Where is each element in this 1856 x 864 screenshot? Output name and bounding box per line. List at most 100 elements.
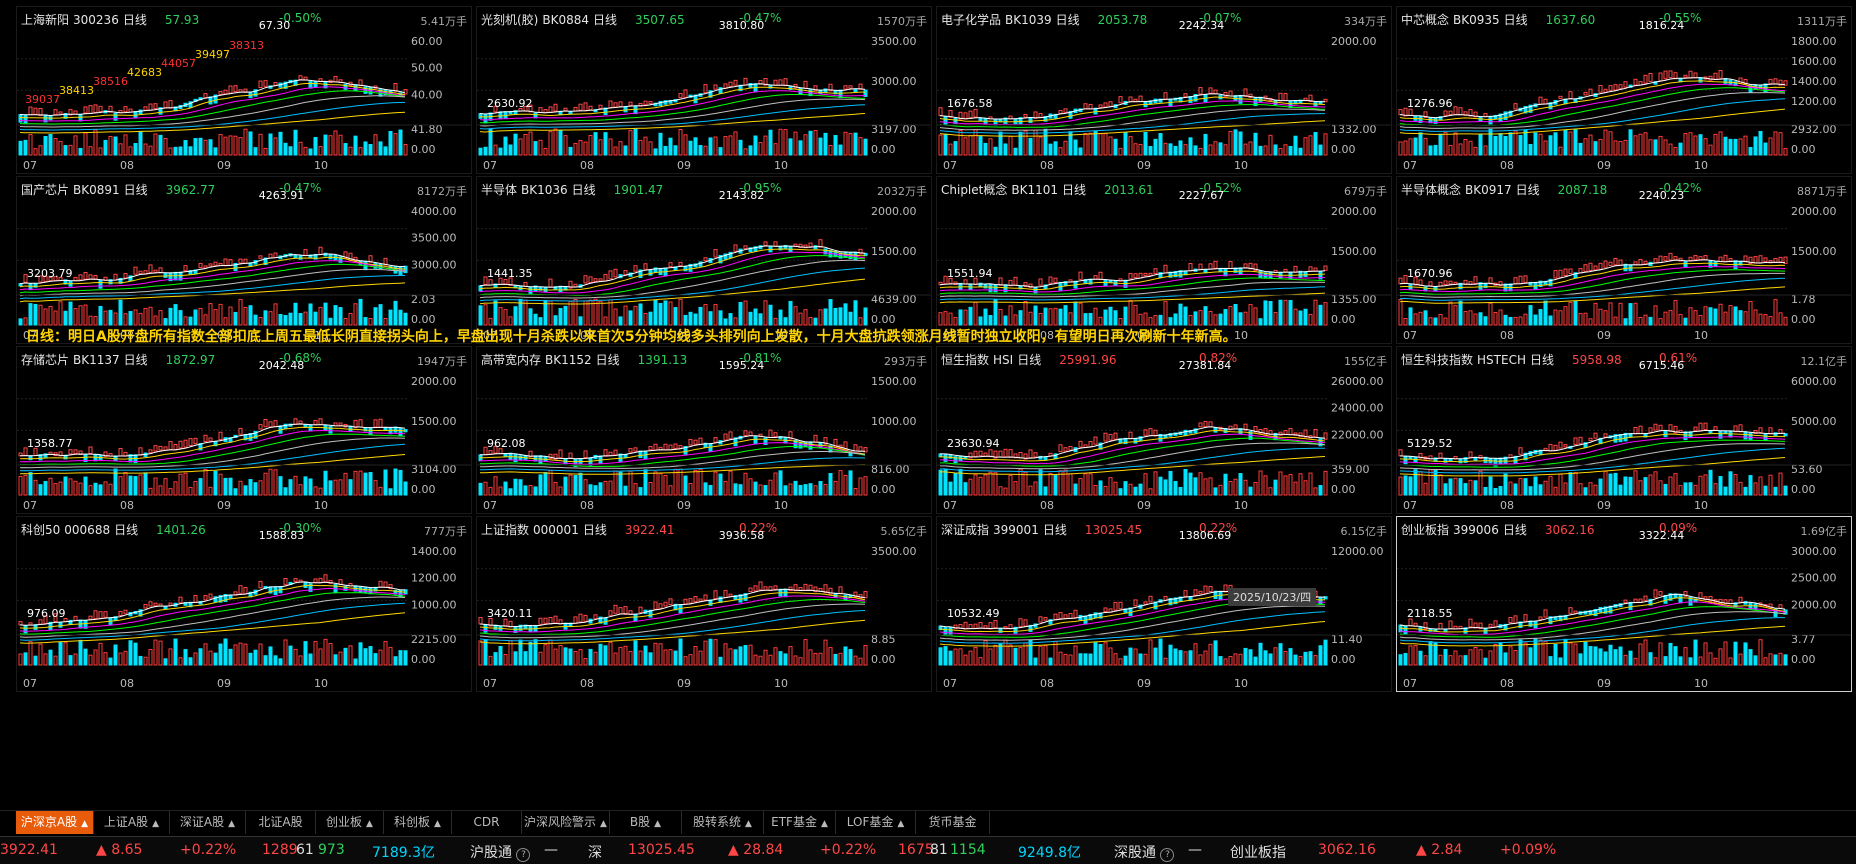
volume-bar — [1463, 138, 1468, 156]
candle — [98, 611, 103, 619]
tab-arrow-icon[interactable]: ▲ — [820, 819, 828, 829]
tab-arrow-icon[interactable]: ▲ — [600, 819, 607, 829]
kline-chart[interactable]: 2000.001500.003104.000.002042.481358.770… — [17, 347, 472, 514]
chart-panel[interactable]: 中芯概念 BK0935 日线 1637.60 -0.55% 1311万手 1800.00 16… — [1396, 6, 1852, 174]
chart-panel[interactable]: 半导体概念 BK0917 日线 2087.18 -0.42% 8871万手 2000.00 1… — [1396, 176, 1852, 344]
volume-bar — [1628, 650, 1633, 666]
volume-bar — [583, 658, 588, 666]
chart-panel[interactable]: Chiplet概念 BK1101 日线 2013.61 -0.52% 679万手 2000.… — [936, 176, 1392, 344]
candle — [758, 581, 763, 591]
kline-chart[interactable]: 2000.001500.004639.000.002143.821441.350… — [477, 177, 932, 344]
chart-panel[interactable]: 高带宽内存 BK1152 日线 1391.13 -0.81% 293万手 1500.00 10… — [476, 346, 932, 514]
volume-bar — [718, 147, 723, 156]
chart-panel[interactable]: 电子化学品 BK1039 日线 2053.78 -0.07% 334万手 2000.00 13… — [936, 6, 1392, 174]
chart-panel[interactable]: 创业板指 399006 日线 3062.16 0.09% 1.69亿手 3000.00 250… — [1396, 516, 1852, 692]
candle — [1008, 279, 1013, 287]
market-tab[interactable]: 沪深京A股 ▲ — [16, 811, 94, 834]
sz-connect-label[interactable]: 深股通 ? — [1114, 842, 1175, 862]
volume-bar — [603, 132, 608, 156]
volume-bar — [1523, 478, 1528, 496]
market-tab[interactable]: 创业板 ▲ — [316, 811, 384, 834]
tab-arrow-icon[interactable]: ▲ — [366, 819, 373, 829]
market-tab[interactable]: 科创板 ▲ — [384, 811, 452, 834]
chart-panel[interactable]: 国产芯片 BK0891 日线 3962.77 -0.47% 8172万手 4000.00 35… — [16, 176, 472, 344]
tab-arrow-icon[interactable]: ▲ — [745, 819, 752, 829]
volume-zero-label: 0.00 — [1331, 483, 1356, 496]
candle — [783, 78, 788, 87]
chart-panel[interactable]: 光刻机(胶) BK0884 日线 3507.65 -0.47% 1570万手 3500.00… — [476, 6, 932, 174]
help-icon[interactable]: ? — [516, 848, 531, 862]
volume-bar — [948, 143, 953, 156]
volume-bar — [68, 478, 73, 496]
market-tab[interactable]: 股转系统 ▲ — [682, 811, 764, 834]
candle — [1038, 113, 1043, 118]
market-tab[interactable]: 深证A股 ▲ — [170, 811, 246, 834]
volume-bar — [23, 139, 28, 156]
candle — [1673, 425, 1678, 434]
chart-panel[interactable]: 恒生科技指数 HSTECH 日线 5958.98 0.61% 12.1亿手 6000.00 5… — [1396, 346, 1852, 514]
kline-chart[interactable]: 26000.0024000.0022000.00359.000.0027381.… — [937, 347, 1392, 514]
kline-chart[interactable]: 1400.001200.001000.002215.000.001588.839… — [17, 517, 472, 692]
chart-panel[interactable]: 上海新阳 300236 日线 57.93 -0.50% 5.41万手 60.00 50.00 4… — [16, 6, 472, 174]
volume-bar — [133, 642, 138, 666]
volume-bar — [1028, 639, 1033, 666]
volume-bar — [228, 477, 233, 496]
volume-bar — [1533, 476, 1538, 496]
chart-panel[interactable]: 存储芯片 BK1137 日线 1872.97 -0.68% 1947万手 2000.00 15… — [16, 346, 472, 514]
volume-bar — [518, 298, 523, 326]
kline-chart[interactable]: 3000.002500.002000.003.770.003322.442118… — [1397, 517, 1852, 692]
tab-arrow-icon[interactable]: ▲ — [81, 819, 89, 829]
chart-panel[interactable]: 科创50 000688 日线 1401.26 -0.30% 777万手 1400.00 120… — [16, 516, 472, 692]
market-tab[interactable]: CDR — [452, 811, 522, 834]
market-tab[interactable]: 北证A股 — [246, 811, 316, 834]
kline-chart[interactable]: 4000.003500.003000.002.030.004263.913203… — [17, 177, 472, 344]
chart-panel[interactable]: 半导体 BK1036 日线 1901.47 -0.95% 2032万手 2000.00 150… — [476, 176, 932, 344]
tab-arrow-icon[interactable]: ▲ — [434, 819, 441, 829]
volume-bar — [273, 303, 278, 326]
candle — [1658, 424, 1663, 431]
tab-arrow-icon[interactable]: ▲ — [654, 819, 662, 829]
volume-bar — [1748, 147, 1753, 156]
moving-average-line — [19, 584, 406, 629]
volume-bar — [1168, 317, 1173, 326]
market-tab[interactable]: 沪深风险警示 ▲ — [522, 811, 610, 834]
candle — [38, 107, 43, 117]
kline-chart[interactable]: 3500.003000.003197.000.003810.802630.920… — [477, 7, 932, 174]
kline-chart[interactable]: 2000.001500.001355.000.002227.671551.940… — [937, 177, 1392, 344]
volume-bar — [1038, 469, 1043, 496]
volume-bar — [593, 651, 598, 666]
month-label: 09 — [1137, 499, 1151, 512]
market-tab[interactable]: 上证A股 ▲ — [94, 811, 170, 834]
chart-panel[interactable]: 深证成指 399001 日线 13025.45 0.22% 6.15亿手 12000.00 1… — [936, 516, 1392, 692]
candle — [798, 243, 803, 248]
sh-connect-label[interactable]: 沪股通 ? — [470, 842, 531, 862]
candle — [1698, 256, 1703, 261]
kline-chart[interactable]: 1800.001600.001400.001200.002932.000.001… — [1397, 7, 1852, 174]
volume-bar — [768, 479, 773, 496]
help-icon[interactable]: ? — [1160, 848, 1175, 862]
chart-panel[interactable]: 恒生指数 HSI 日线 25991.96 0.82% 155亿手 26000.00 24000… — [936, 346, 1392, 514]
volume-bar — [168, 147, 173, 156]
volume-bar — [1323, 302, 1328, 326]
market-tab[interactable]: LOF基金 ▲ — [836, 811, 916, 834]
volume-bar — [1768, 137, 1773, 156]
volume-bar — [273, 655, 278, 666]
market-tab[interactable]: B股 ▲ — [610, 811, 682, 834]
market-tab[interactable]: 货币基金 — [916, 811, 990, 834]
candle — [1028, 117, 1033, 124]
candle — [603, 449, 608, 457]
tab-arrow-icon[interactable]: ▲ — [152, 819, 160, 829]
volume-bar — [1498, 309, 1503, 326]
market-tab[interactable]: ETF基金 ▲ — [764, 811, 836, 834]
tab-arrow-icon[interactable]: ▲ — [228, 819, 236, 829]
volume-bar — [683, 475, 688, 496]
tab-arrow-icon[interactable]: ▲ — [897, 819, 905, 829]
chart-panel[interactable]: 上证指数 000001 日线 3922.41 0.22% 5.65亿手 3500.00 8.8… — [476, 516, 932, 692]
